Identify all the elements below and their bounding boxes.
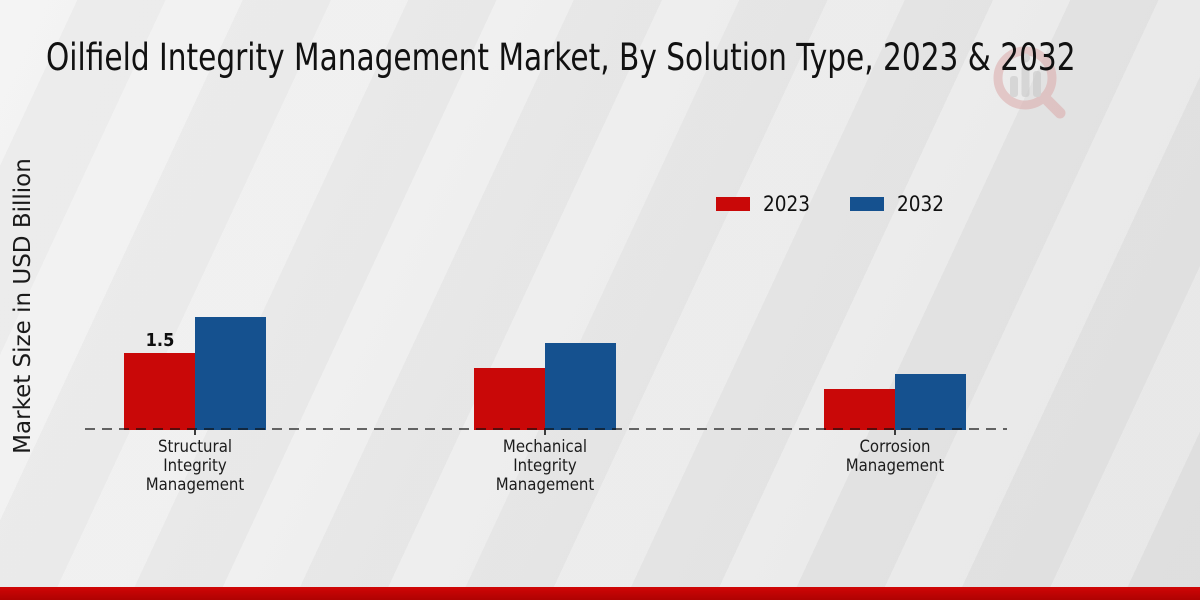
category-label-mechanical-integrity-management: Mechanical Integrity Management [495, 437, 595, 495]
legend-swatch-2023 [716, 197, 750, 211]
legend: 2023 2032 [716, 192, 985, 216]
y-axis-label: Market Size in USD Billion [10, 158, 36, 454]
bar-2032-structural-integrity-management [195, 317, 266, 430]
legend-item-2023: 2023 [716, 192, 816, 216]
legend-swatch-2032 [850, 197, 885, 211]
bar-2023-mechanical-integrity-management [474, 368, 545, 430]
chart-title: Oilfield Integrity Management Market, By… [46, 36, 1076, 79]
x-axis-tick [194, 430, 196, 435]
magnifier-bar-chart-logo-icon [993, 46, 1066, 119]
legend-label-2032: 2032 [897, 192, 945, 216]
x-axis-dashed-baseline [85, 428, 1007, 430]
x-axis-tick [544, 430, 546, 435]
category-label-corrosion-management: Corrosion Management [845, 437, 945, 476]
footer-accent-bar [0, 587, 1200, 600]
bar-2032-mechanical-integrity-management [545, 343, 616, 430]
bar-2023-corrosion-management [824, 389, 895, 430]
bar-2032-corrosion-management [895, 374, 966, 430]
category-label-structural-integrity-management: Structural Integrity Management [145, 437, 245, 495]
bar-value-label: 1.5 [145, 330, 174, 351]
legend-item-2032: 2032 [850, 192, 950, 216]
bar-2023-structural-integrity-management [124, 353, 195, 430]
x-axis-tick [894, 430, 896, 435]
legend-label-2023: 2023 [763, 192, 811, 216]
